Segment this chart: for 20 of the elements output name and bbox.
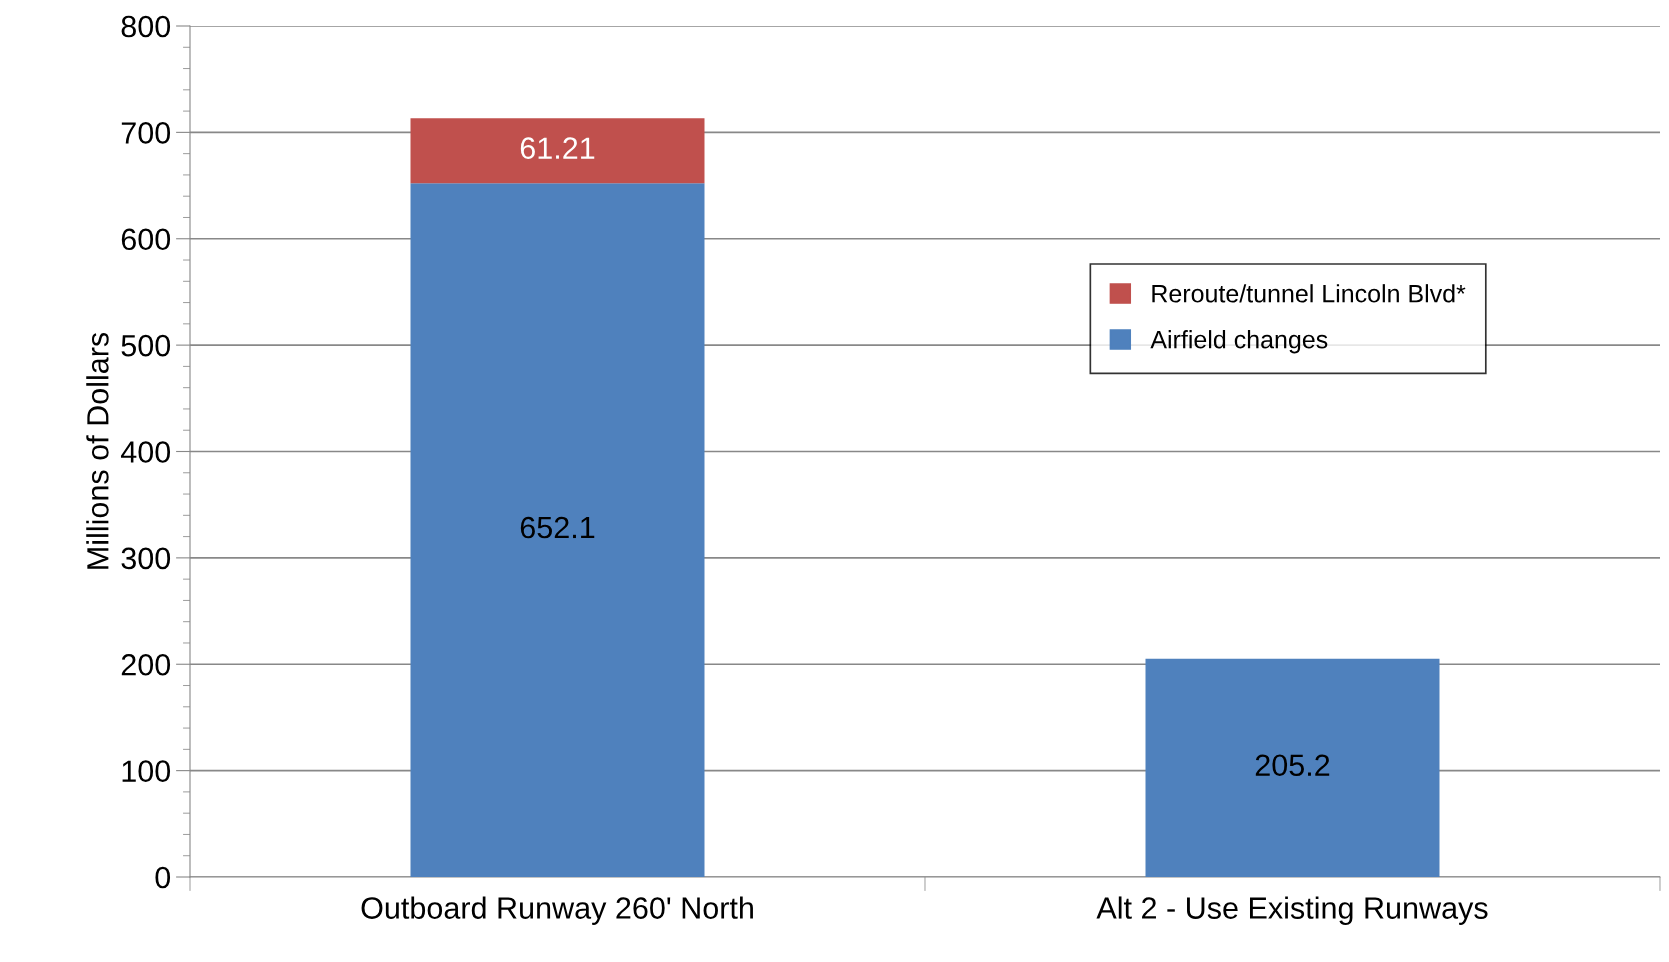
data-label: 205.2 [1255, 754, 1330, 777]
y-tick-label: 200 [121, 653, 171, 676]
legend-label: Airfield changes [1150, 330, 1328, 354]
data-label: 61.21 [520, 137, 595, 159]
y-axis-title: Millions of Dollars [86, 332, 109, 569]
y-tick-label: 300 [121, 547, 171, 570]
y-tick-label: 100 [122, 760, 171, 782]
bar [410, 118, 705, 184]
x-tick-label: Alt 2 - Use Existing Runways [1096, 896, 1488, 925]
y-tick-label: 500 [121, 334, 171, 357]
x-tick-label: Outboard Runway 260' North [361, 896, 753, 925]
legend-label: Reroute/tunnel Lincoln Blvd* [1152, 284, 1466, 303]
bar [1145, 658, 1440, 877]
data-label: 652.1 [520, 516, 595, 539]
y-tick-label: 800 [121, 15, 171, 38]
y-tick-label: 700 [121, 122, 171, 144]
y-tick-label: 400 [120, 441, 171, 463]
y-tick-label: 0 [155, 866, 171, 889]
y-tick-label: 600 [121, 228, 171, 251]
bar [410, 183, 705, 877]
